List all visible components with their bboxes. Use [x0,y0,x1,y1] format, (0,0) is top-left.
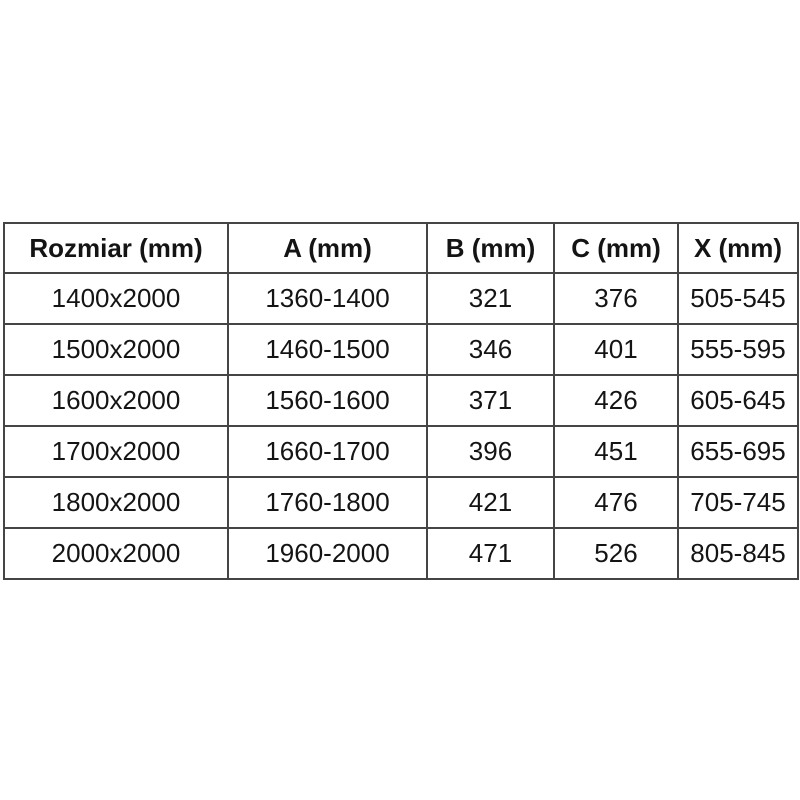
table-cell-c: 376 [553,272,679,325]
table-cell-x: 505-545 [677,272,799,325]
table-row: 1400x2000 1360-1400 321 376 505-545 [3,272,799,325]
column-header-a: A (mm) [227,222,428,274]
table-cell-a: 1960-2000 [227,527,428,580]
table-cell-c: 451 [553,425,679,478]
table-cell-c: 401 [553,323,679,376]
table-cell-x: 655-695 [677,425,799,478]
table-cell-a: 1560-1600 [227,374,428,427]
table-cell-b: 421 [426,476,555,529]
table-cell-a: 1460-1500 [227,323,428,376]
column-header-rozmiar: Rozmiar (mm) [3,222,229,274]
table-cell-rozmiar: 1400x2000 [3,272,229,325]
column-header-b: B (mm) [426,222,555,274]
table-cell-b: 371 [426,374,555,427]
table-cell-rozmiar: 1500x2000 [3,323,229,376]
table-cell-a: 1760-1800 [227,476,428,529]
table-cell-b: 396 [426,425,555,478]
table-row: 2000x2000 1960-2000 471 526 805-845 [3,527,799,580]
table-cell-rozmiar: 1800x2000 [3,476,229,529]
table-cell-x: 555-595 [677,323,799,376]
table-cell-a: 1660-1700 [227,425,428,478]
table-cell-x: 805-845 [677,527,799,580]
table-row: 1600x2000 1560-1600 371 426 605-645 [3,374,799,427]
dimension-spec-table: Rozmiar (mm) A (mm) B (mm) C (mm) X (mm)… [3,222,799,580]
table-row: 1500x2000 1460-1500 346 401 555-595 [3,323,799,376]
table-cell-a: 1360-1400 [227,272,428,325]
column-header-x: X (mm) [677,222,799,274]
table-cell-rozmiar: 1600x2000 [3,374,229,427]
table-cell-c: 476 [553,476,679,529]
table-row: 1700x2000 1660-1700 396 451 655-695 [3,425,799,478]
table-cell-c: 426 [553,374,679,427]
table-row: 1800x2000 1760-1800 421 476 705-745 [3,476,799,529]
table-cell-rozmiar: 1700x2000 [3,425,229,478]
table-cell-x: 705-745 [677,476,799,529]
table-cell-c: 526 [553,527,679,580]
table-cell-b: 471 [426,527,555,580]
table-cell-b: 321 [426,272,555,325]
table-cell-x: 605-645 [677,374,799,427]
table-header-row: Rozmiar (mm) A (mm) B (mm) C (mm) X (mm) [3,222,799,274]
column-header-c: C (mm) [553,222,679,274]
table-cell-b: 346 [426,323,555,376]
table-cell-rozmiar: 2000x2000 [3,527,229,580]
